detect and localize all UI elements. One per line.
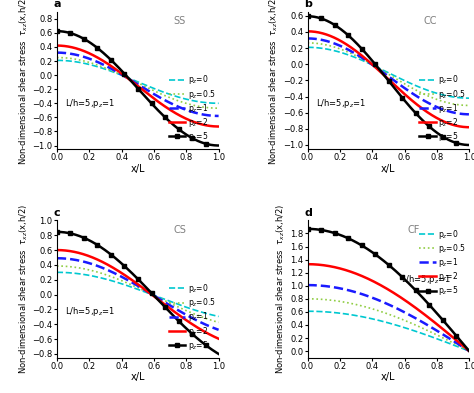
Y-axis label: Non-dimensional shear stress  $\tau_{xz}$(x,h/2): Non-dimensional shear stress $\tau_{xz}$… (275, 204, 287, 374)
Text: c: c (54, 208, 60, 218)
X-axis label: x/L: x/L (381, 163, 396, 174)
Y-axis label: Non-dimensional shear stress  $\tau_{xz}$(x,h/2): Non-dimensional shear stress $\tau_{xz}$… (17, 0, 30, 165)
Y-axis label: Non-dimensional shear stress  $\tau_{xz}$(x,h/2): Non-dimensional shear stress $\tau_{xz}$… (17, 204, 30, 374)
X-axis label: x/L: x/L (130, 372, 145, 382)
Text: L/h=5,p$_z$=1: L/h=5,p$_z$=1 (65, 305, 115, 318)
Y-axis label: Non-dimensional shear stress  $\tau_{xz}$(x,h/2): Non-dimensional shear stress $\tau_{xz}$… (268, 0, 280, 165)
Legend: p$_z$=0, p$_z$=0.5, p$_z$=1, p$_z$=2, p$_z$=5: p$_z$=0, p$_z$=0.5, p$_z$=1, p$_z$=2, p$… (168, 281, 217, 353)
Legend: p$_z$=0, p$_z$=0.5, p$_z$=1, p$_z$=2, p$_z$=5: p$_z$=0, p$_z$=0.5, p$_z$=1, p$_z$=2, p$… (419, 73, 467, 144)
Text: L/h=5,p$_z$=1: L/h=5,p$_z$=1 (401, 272, 451, 286)
Text: L/h=5,p$_z$=1: L/h=5,p$_z$=1 (65, 97, 115, 110)
Text: b: b (304, 0, 312, 9)
Legend: p$_z$=0, p$_z$=0.5, p$_z$=1, p$_z$=2, p$_z$=5: p$_z$=0, p$_z$=0.5, p$_z$=1, p$_z$=2, p$… (168, 73, 217, 144)
Text: CS: CS (173, 224, 186, 235)
Text: CF: CF (408, 224, 420, 235)
Text: d: d (304, 208, 312, 218)
X-axis label: x/L: x/L (130, 163, 145, 174)
Text: a: a (54, 0, 61, 9)
Text: SS: SS (173, 16, 185, 26)
Text: L/h=5,p$_z$=1: L/h=5,p$_z$=1 (316, 97, 366, 110)
X-axis label: x/L: x/L (381, 372, 396, 382)
Legend: p$_z$=0, p$_z$=0.5, p$_z$=1, p$_z$=2, p$_z$=5: p$_z$=0, p$_z$=0.5, p$_z$=1, p$_z$=2, p$… (419, 227, 467, 298)
Text: CC: CC (424, 16, 438, 26)
